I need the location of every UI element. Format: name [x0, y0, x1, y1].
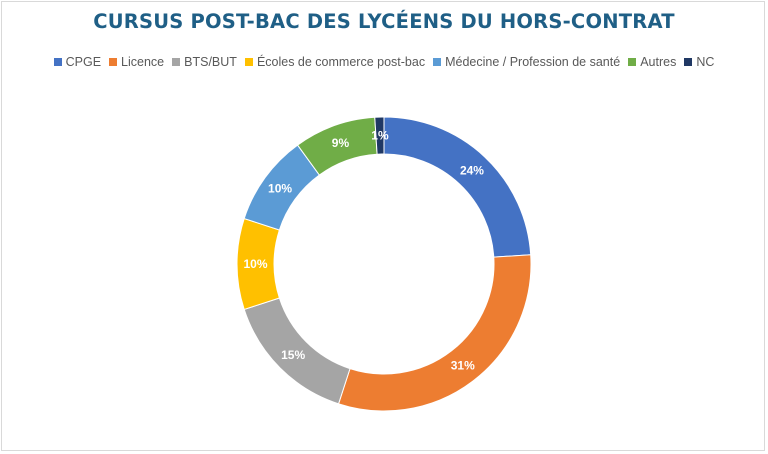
- legend-label: Médecine / Profession de santé: [445, 55, 621, 69]
- legend-item: Autres: [628, 55, 676, 69]
- doughnut-slice: [337, 254, 532, 412]
- doughnut-slice: [374, 116, 385, 155]
- slice-data-label: 15%: [281, 348, 305, 362]
- legend-swatch: [53, 58, 62, 66]
- legend-item: Écoles de commerce post-bac: [244, 55, 426, 69]
- legend-item: Médecine / Profession de santé: [433, 55, 620, 69]
- slice-data-label: 9%: [332, 136, 350, 150]
- legend-label: NC: [696, 55, 715, 69]
- slice-data-label: 10%: [243, 257, 267, 271]
- doughnut-slice: [383, 116, 532, 258]
- legend-label: Licence: [121, 55, 165, 69]
- legend-swatch: [172, 58, 181, 66]
- slice-data-label: 31%: [451, 359, 475, 373]
- legend-label: BTS/BUT: [184, 55, 237, 69]
- legend-swatch: [244, 58, 253, 66]
- legend-label: Autres: [640, 55, 677, 69]
- legend-item: NC: [684, 55, 714, 69]
- legend-item: CPGE: [53, 55, 102, 69]
- legend-item: BTS/BUT: [172, 55, 237, 69]
- chart-title: CURSUS POST-BAC DES LYCÉENS DU HORS-CONT…: [93, 10, 675, 33]
- legend-swatch: [684, 58, 693, 66]
- slice-data-label: 10%: [268, 181, 292, 195]
- legend-swatch: [628, 58, 637, 66]
- legend-swatch: [109, 58, 118, 66]
- slice-data-label: 24%: [460, 163, 484, 177]
- legend-swatch: [433, 58, 442, 66]
- slice-data-label: 1%: [371, 129, 389, 143]
- legend-item: Licence: [109, 55, 164, 69]
- legend-label: CPGE: [65, 55, 102, 69]
- legend-label: Écoles de commerce post-bac: [256, 55, 426, 69]
- chart-legend: CPGE Licence BTS/BUT Écoles de commerce pos…: [0, 55, 768, 69]
